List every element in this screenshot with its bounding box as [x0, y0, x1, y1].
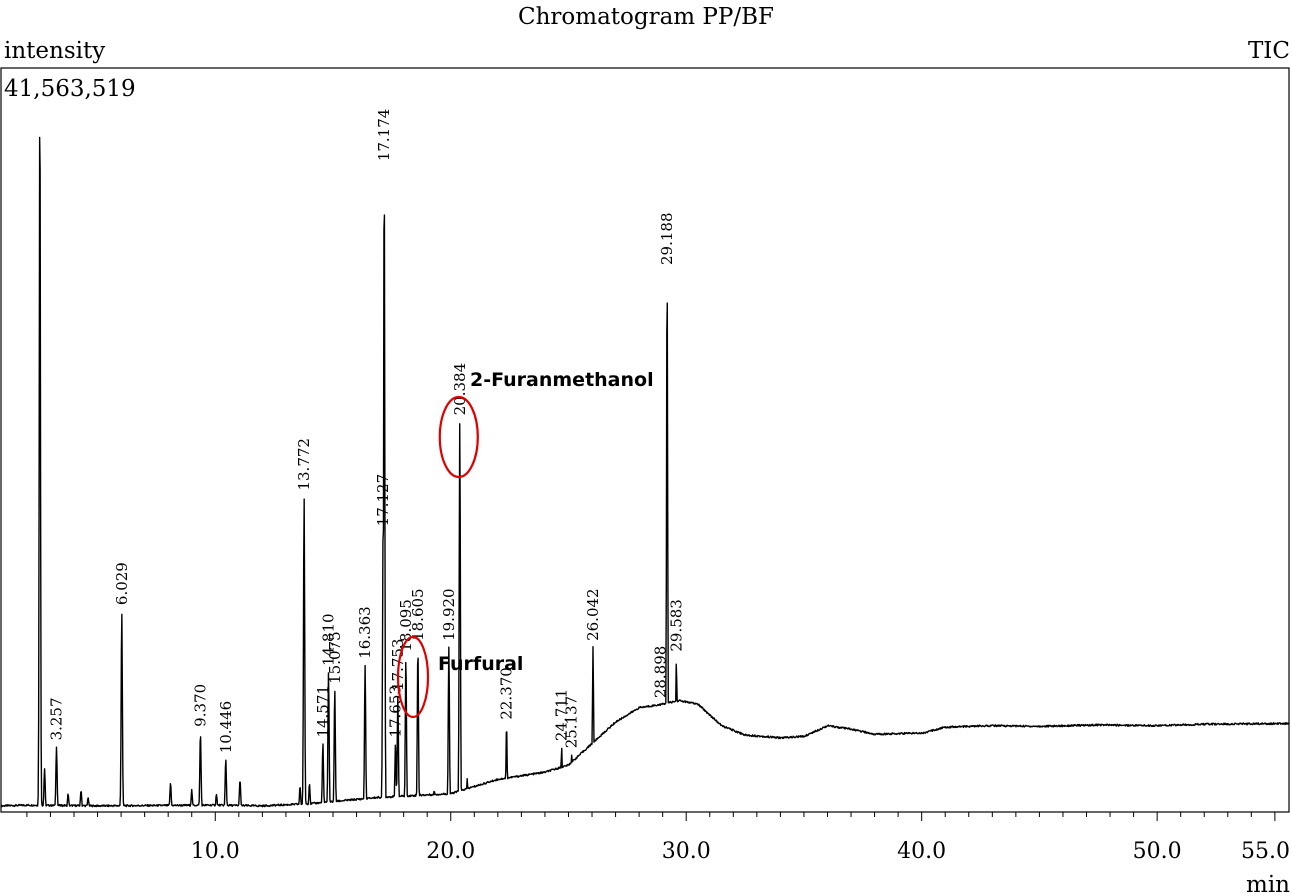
furanmethanol-highlight-ellipse — [438, 395, 479, 479]
peak-label: 29.188 — [658, 213, 676, 266]
peak-label: 19.920 — [440, 588, 458, 641]
peak-label: 9.370 — [191, 684, 209, 727]
peak-label: 15.075 — [326, 631, 344, 684]
x-axis-label: min — [1246, 872, 1290, 896]
peak-label: 3.257 — [47, 697, 65, 740]
tic-trace — [0, 136, 1290, 808]
furfural-highlight-ellipse — [396, 635, 430, 719]
x-tick-label: 10.0 — [191, 839, 240, 864]
x-tick-label: 40.0 — [897, 839, 946, 864]
peak-label: 14.571 — [314, 685, 332, 738]
peak-label: 6.029 — [113, 562, 131, 605]
peak-label: 13.772 — [295, 438, 313, 491]
peak-label: 26.042 — [584, 588, 602, 641]
x-tick-label: 50.0 — [1133, 839, 1182, 864]
x-tick-label: 30.0 — [662, 839, 711, 864]
y-max-label: 41,563,519 — [4, 76, 136, 102]
peak-label: 17.127 — [374, 474, 392, 527]
trace-label: TIC — [1248, 38, 1290, 64]
peak-label: 17.174 — [375, 109, 393, 162]
annotations: 2-Furanmethanol Furfural — [396, 369, 654, 719]
x-axis-ticks — [26, 812, 1276, 821]
peak-label: 17.653 — [386, 685, 404, 738]
peak-label: 22.370 — [498, 667, 516, 720]
peak-label: 29.583 — [667, 599, 685, 652]
peak-label: 24.711 — [553, 689, 571, 742]
annotation-furfural: Furfural — [438, 653, 523, 675]
peak-label: 10.446 — [217, 701, 235, 754]
chart-title: Chromatogram PP/BF — [518, 4, 774, 30]
peak-label: 16.363 — [356, 606, 374, 659]
peak-label: 14.810 — [320, 613, 338, 666]
x-tick-label: 20.0 — [426, 839, 475, 864]
peak-label: 25.137 — [563, 696, 581, 749]
peak-label: 18.605 — [409, 588, 427, 641]
peak-label: 28.898 — [651, 646, 669, 699]
peak-label: 20.384 — [451, 363, 469, 416]
x-axis-tick-labels: 10.0 20.0 30.0 40.0 50.0 55.0 — [191, 839, 1290, 864]
x-tick-label: 55.0 — [1241, 839, 1290, 864]
annotation-furanmethanol: 2-Furanmethanol — [470, 369, 654, 391]
y-axis-label: intensity — [4, 38, 105, 64]
plot-frame — [0, 67, 1290, 813]
